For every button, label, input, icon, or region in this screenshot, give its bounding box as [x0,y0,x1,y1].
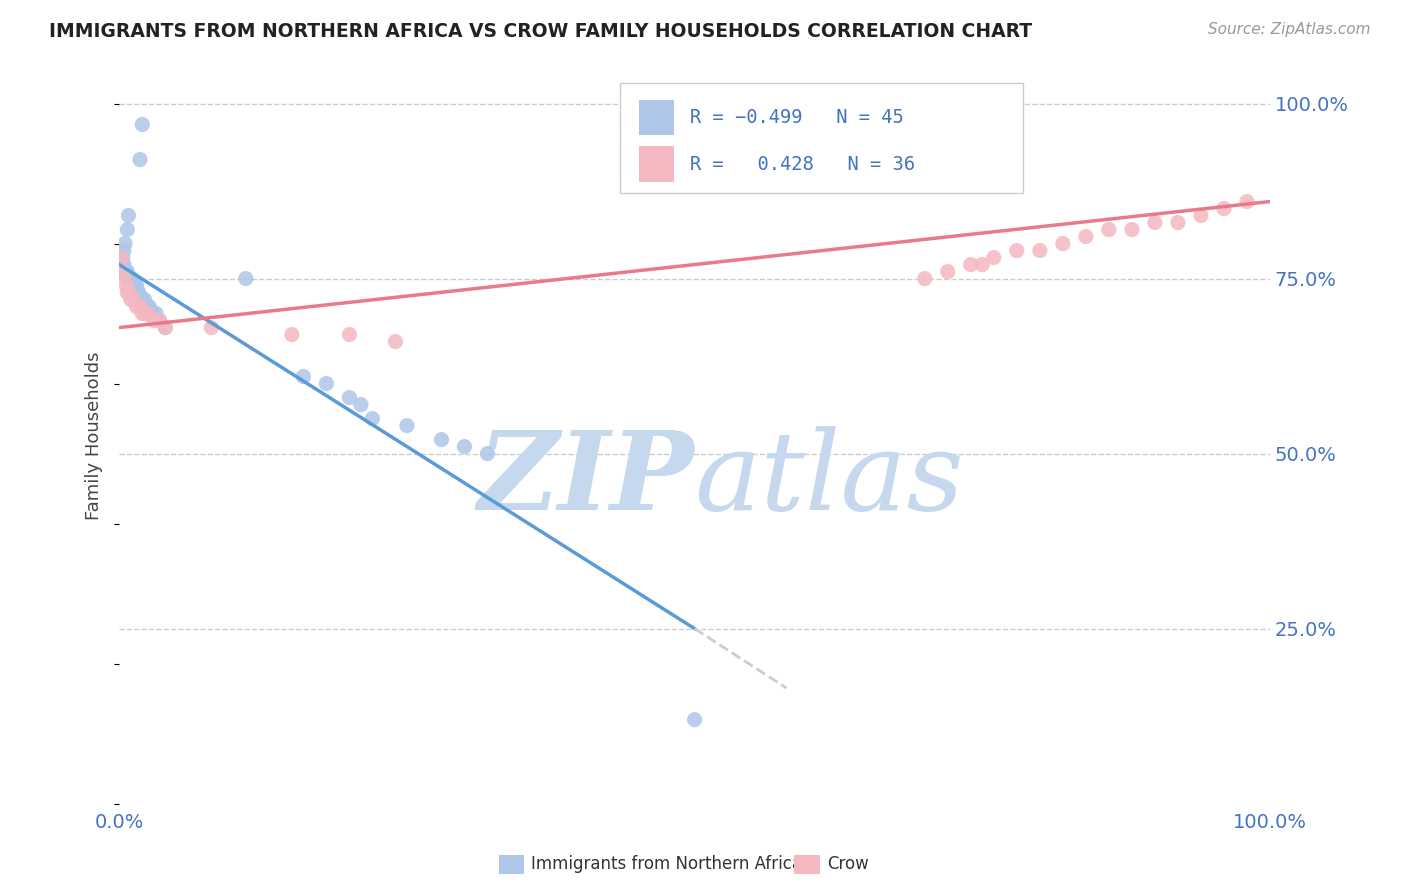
Point [145,307,167,321]
Point [117,222,139,236]
Point [120,293,142,307]
Point [155,320,177,334]
Point [129,293,152,307]
Point [148,313,170,327]
Point [120,271,142,285]
Point [112,271,135,285]
Point [1005,244,1028,258]
FancyBboxPatch shape [640,146,673,182]
Text: R = −0.499   N = 45: R = −0.499 N = 45 [690,108,904,128]
Point [111,264,134,278]
Point [115,278,138,293]
Point [122,293,145,307]
Point [112,258,135,272]
FancyBboxPatch shape [620,83,1022,194]
Point [477,447,499,461]
Point [141,307,163,321]
Point [1167,215,1189,229]
Point [114,236,136,251]
Point [117,264,139,278]
Point [200,320,222,334]
Point [1074,229,1097,244]
Point [453,440,475,454]
Point [936,264,959,278]
Point [350,398,373,412]
Point [125,300,148,314]
Point [1029,244,1052,258]
Point [148,313,170,327]
Point [131,118,153,132]
Point [430,433,453,447]
Point [395,418,418,433]
Point [125,285,148,300]
Point [155,320,177,334]
Point [122,278,145,293]
Point [138,300,160,314]
Point [134,307,156,321]
Point [131,307,153,321]
Point [292,369,315,384]
Point [125,278,148,293]
Point [983,251,1005,265]
Point [1189,209,1212,223]
Point [914,271,936,285]
Text: Crow: Crow [827,855,869,873]
Point [115,264,138,278]
Point [134,293,156,307]
Point [129,153,152,167]
Point [384,334,406,349]
Point [131,293,153,307]
Point [121,271,143,285]
Point [129,293,152,307]
Point [683,713,706,727]
Point [122,278,145,293]
Point [315,376,337,391]
Point [136,300,159,314]
Y-axis label: Family Households: Family Households [86,351,103,520]
Point [117,285,139,300]
Text: Source: ZipAtlas.com: Source: ZipAtlas.com [1208,22,1371,37]
Point [959,258,981,272]
Point [127,285,149,300]
Point [339,391,361,405]
Point [339,327,361,342]
Point [361,411,384,425]
Point [110,251,132,265]
FancyBboxPatch shape [640,100,673,136]
Point [114,264,136,278]
Point [110,258,132,272]
Point [117,209,139,223]
Text: atlas: atlas [695,426,965,534]
Point [235,271,257,285]
Text: R =   0.428   N = 36: R = 0.428 N = 36 [690,154,915,174]
Text: IMMIGRANTS FROM NORTHERN AFRICA VS CROW FAMILY HOUSEHOLDS CORRELATION CHART: IMMIGRANTS FROM NORTHERN AFRICA VS CROW … [49,22,1032,41]
Point [112,244,135,258]
Text: Immigrants from Northern Africa: Immigrants from Northern Africa [531,855,803,873]
Point [111,258,134,272]
Point [124,278,146,293]
Point [142,307,165,321]
Point [117,285,139,300]
Point [129,300,152,314]
Point [1121,222,1143,236]
Point [117,271,139,285]
Point [281,327,304,342]
Point [142,313,165,327]
Point [136,307,159,321]
Point [1213,202,1236,216]
Point [128,285,150,300]
Point [111,251,134,265]
Point [1143,215,1166,229]
Point [1052,236,1074,251]
Text: ZIP: ZIP [478,426,695,534]
Point [972,258,994,272]
Point [1236,194,1258,209]
Point [1098,222,1121,236]
